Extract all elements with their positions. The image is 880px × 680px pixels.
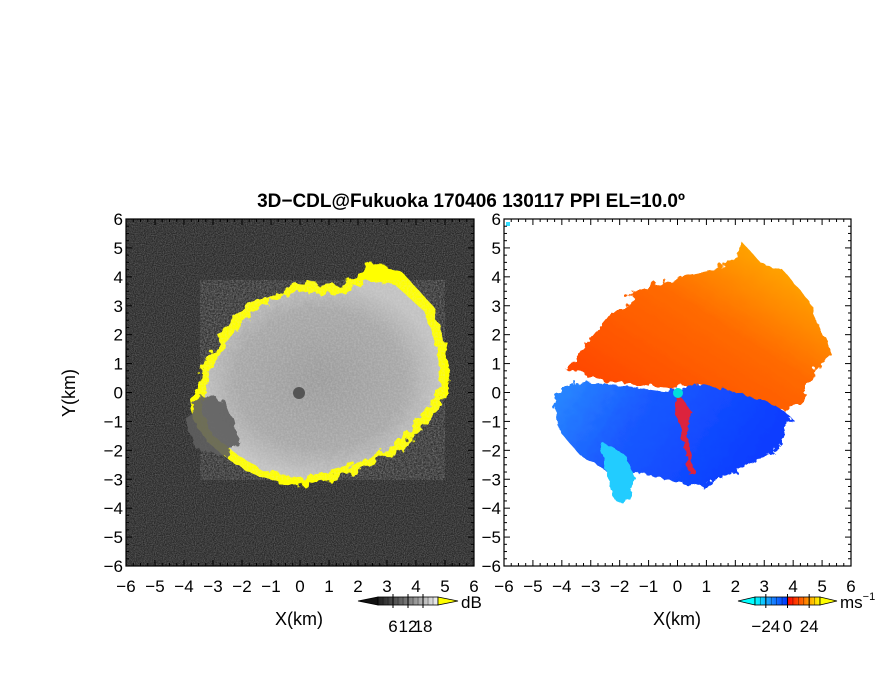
x-tick-label: −6 (494, 577, 513, 596)
x-tick-label: 4 (788, 577, 797, 596)
y-tick-label: 2 (114, 326, 123, 345)
left-y-tick-labels: −6 −5 −4 −3 −2 −1 0 1 2 3 4 5 6 (104, 210, 123, 576)
right-colorbar-over-arrow (819, 596, 838, 606)
left-colorbar-over-arrow (437, 596, 459, 606)
right-colorbar-unit-sup: −1 (863, 591, 876, 603)
right-colorbar: −24 0 24 ms−1 (737, 591, 875, 636)
right-colorbar-unit: ms−1 (840, 591, 875, 612)
y-tick-label: 5 (492, 239, 501, 258)
y-tick-label: 1 (492, 355, 501, 374)
left-tick-marks (125, 218, 475, 567)
x-tick-label: −1 (261, 577, 280, 596)
x-tick-label: −6 (116, 577, 135, 596)
x-tick-label: 6 (469, 577, 478, 596)
x-tick-label: 2 (353, 577, 362, 596)
left-center-mark (293, 387, 305, 399)
echo-plume-west (185, 395, 240, 455)
left-x-axis-label: X(km) (275, 609, 323, 629)
y-tick-label: −2 (104, 441, 123, 460)
colorbar-tick-label: 18 (414, 617, 433, 636)
x-tick-label: 2 (731, 577, 740, 596)
x-tick-label: −5 (523, 577, 542, 596)
echo-texture (200, 280, 445, 480)
y-tick-label: 0 (114, 384, 123, 403)
y-tick-label: −4 (104, 499, 123, 518)
y-tick-label: −6 (104, 557, 123, 576)
x-tick-label: −4 (552, 577, 571, 596)
x-tick-label: −3 (581, 577, 600, 596)
velocity-speck (506, 222, 510, 226)
y-tick-label: 5 (114, 239, 123, 258)
right-colorbar-under-arrow (737, 596, 756, 606)
colorbar-tick-label: 12 (399, 617, 418, 636)
y-tick-label: −5 (482, 528, 501, 547)
right-tick-marks (503, 218, 852, 567)
y-tick-label: 3 (114, 297, 123, 316)
y-tick-label: −6 (482, 557, 501, 576)
y-tick-label: −4 (482, 499, 501, 518)
left-x-tick-labels: −6 −5 −4 −3 −2 −1 0 1 2 3 4 5 6 (116, 577, 478, 596)
x-tick-label: −5 (145, 577, 164, 596)
y-tick-label: −1 (482, 412, 501, 431)
left-y-axis-label: Y(km) (59, 369, 79, 417)
x-tick-label: 4 (411, 577, 420, 596)
left-colorbar-unit: dB (461, 593, 482, 612)
colorbar-tick-label: 6 (388, 617, 397, 636)
y-tick-label: −2 (482, 441, 501, 460)
x-tick-label: 5 (440, 577, 449, 596)
right-panel: −6 −5 −4 −3 −2 −1 0 1 2 3 4 5 6 −6−5−4−3−2−10123456 … (482, 210, 876, 636)
x-tick-label: 1 (324, 577, 333, 596)
y-tick-label: 4 (114, 268, 123, 287)
right-center-mark (673, 388, 683, 398)
figure-title: 3D−CDL@Fukuoka 170406 130117 PPI EL=10.0… (257, 191, 685, 212)
velocity-southwest-streak (600, 440, 635, 505)
colorbar-tick-label: 24 (800, 617, 819, 636)
velocity-north-region (568, 245, 832, 412)
colorbar-tick-label: −24 (751, 617, 780, 636)
right-x-axis-label: X(km) (653, 609, 701, 629)
x-tick-label: −2 (232, 577, 251, 596)
y-tick-label: −3 (104, 470, 123, 489)
right-colorbar-ticks: −24 0 24 (751, 594, 819, 636)
left-colorbar-under-arrow (357, 596, 379, 606)
right-x-tick-labels: −6 −5 −4 −3 −2 −1 0 1 2 3 4 5 6 (494, 577, 855, 596)
y-tick-label: −1 (104, 412, 123, 431)
colorbar-tick-label: 0 (783, 617, 792, 636)
x-tick-label: 5 (817, 577, 826, 596)
x-tick-label: 0 (673, 577, 682, 596)
y-tick-label: 0 (492, 384, 501, 403)
y-tick-label: −5 (104, 528, 123, 547)
x-tick-label: 1 (702, 577, 711, 596)
y-tick-label: −3 (482, 470, 501, 489)
x-tick-label: −3 (203, 577, 222, 596)
x-tick-label: 0 (295, 577, 304, 596)
x-tick-label: −1 (639, 577, 658, 596)
x-tick-label: −2 (610, 577, 629, 596)
right-y-tick-labels: −6 −5 −4 −3 −2 −1 0 1 2 3 4 5 6 (482, 210, 501, 576)
x-tick-label: −4 (174, 577, 193, 596)
y-tick-label: 1 (114, 355, 123, 374)
y-tick-label: 2 (492, 326, 501, 345)
y-tick-label: 3 (492, 297, 501, 316)
x-tick-label: 3 (760, 577, 769, 596)
right-colorbar-unit-base: ms (840, 593, 863, 612)
left-panel: −6 −5 −4 −3 −2 −1 0 1 2 3 4 5 6 −6−5−4−3−2−10123456 … (59, 210, 482, 636)
velocity-red-streak (675, 395, 694, 475)
x-tick-label: 3 (382, 577, 391, 596)
y-tick-label: 4 (492, 268, 501, 287)
x-tick-label: 6 (846, 577, 855, 596)
y-tick-label: 6 (492, 210, 501, 229)
y-tick-label: 6 (114, 210, 123, 229)
